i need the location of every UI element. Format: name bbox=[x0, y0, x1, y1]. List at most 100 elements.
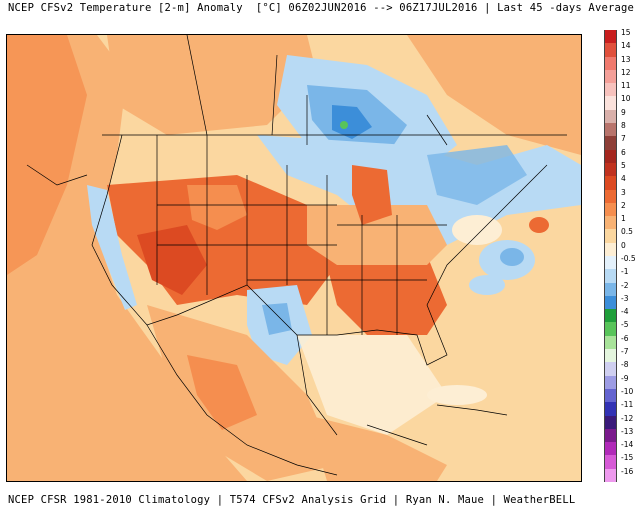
legend-swatch bbox=[604, 216, 617, 230]
legend-label: 12 bbox=[621, 67, 631, 77]
legend-swatch bbox=[604, 295, 617, 310]
legend-item: -0.5 bbox=[604, 254, 638, 270]
north-pacific-warm bbox=[7, 35, 87, 275]
legend-label: 9 bbox=[621, 107, 626, 117]
legend-item: -3 bbox=[604, 294, 638, 310]
quebec-cold bbox=[427, 145, 527, 205]
legend-item: 6 bbox=[604, 147, 638, 163]
legend-swatch bbox=[604, 176, 617, 190]
legend-swatch bbox=[604, 388, 617, 403]
legend-swatch bbox=[604, 189, 617, 203]
legend-label: -6 bbox=[621, 333, 629, 343]
legend-swatch bbox=[604, 56, 617, 70]
legend-item: 1 bbox=[604, 214, 638, 230]
legend-label: 0 bbox=[621, 240, 626, 250]
legend-swatch bbox=[604, 375, 617, 389]
atlantic-cold-2 bbox=[500, 248, 524, 266]
legend-label: -0.5 bbox=[621, 254, 636, 263]
color-scale-legend: 15 14 13 12 11 10 9 8 7 6 5 4 3 2 1 0.5 0 -0.5 -1 -2 -3 -4 -5 -… bbox=[604, 28, 638, 482]
legend-item: 4 bbox=[604, 174, 638, 190]
legend-swatch bbox=[604, 149, 617, 163]
california-coast-cool bbox=[87, 185, 137, 310]
legend-swatch bbox=[604, 83, 617, 97]
legend-swatch bbox=[604, 242, 617, 256]
legend-item: -1 bbox=[604, 267, 638, 283]
legend-label: -12 bbox=[621, 413, 634, 423]
legend-label: -10 bbox=[621, 386, 634, 396]
legend-item: -4 bbox=[604, 307, 638, 323]
legend-label: -14 bbox=[621, 440, 634, 450]
legend-label: 10 bbox=[621, 94, 631, 104]
legend-item: 0.5 bbox=[604, 227, 638, 243]
legend-label: -15 bbox=[621, 453, 634, 463]
legend-label: 14 bbox=[621, 41, 631, 51]
legend-item: -7 bbox=[604, 347, 638, 363]
legend-label: 8 bbox=[621, 121, 626, 131]
northeast-canada-warm bbox=[407, 35, 581, 155]
legend-swatch bbox=[604, 415, 617, 429]
legend-label: 15 bbox=[621, 28, 631, 37]
legend-swatch bbox=[604, 256, 617, 270]
legend-item: 14 bbox=[604, 41, 638, 57]
atlantic-neutral bbox=[452, 215, 502, 245]
legend-item: -11 bbox=[604, 400, 638, 416]
legend-label: -16 bbox=[621, 466, 634, 476]
legend-swatch bbox=[604, 335, 617, 350]
legend-label: 4 bbox=[621, 174, 626, 184]
legend-swatch bbox=[604, 69, 617, 84]
legend-swatch bbox=[604, 442, 617, 456]
anomaly-map bbox=[6, 34, 582, 482]
legend-item: -12 bbox=[604, 413, 638, 429]
texas-cold-spot bbox=[262, 303, 292, 335]
central-america-warm bbox=[307, 415, 447, 481]
atlantic-cold-3 bbox=[469, 275, 505, 295]
legend-item: -13 bbox=[604, 427, 638, 443]
legend-item: 11 bbox=[604, 81, 638, 97]
legend-item: -8 bbox=[604, 360, 638, 376]
legend-item: 7 bbox=[604, 134, 638, 150]
legend-label: -1 bbox=[621, 267, 629, 277]
legend-swatch bbox=[604, 123, 617, 137]
legend-label: -2 bbox=[621, 280, 629, 290]
legend-swatch bbox=[604, 136, 617, 150]
midwest-warm bbox=[307, 205, 447, 265]
legend-swatch bbox=[604, 322, 617, 336]
hudson-coldest bbox=[332, 105, 372, 139]
michigan-hot bbox=[352, 165, 392, 225]
legend-swatch bbox=[604, 362, 617, 376]
legend-item: 3 bbox=[604, 188, 638, 203]
legend-swatch bbox=[604, 349, 617, 363]
green-spot bbox=[340, 121, 348, 129]
legend-item: 8 bbox=[604, 121, 638, 137]
legend-item: 10 bbox=[604, 94, 638, 110]
legend-swatch bbox=[604, 229, 617, 243]
legend-label: -7 bbox=[621, 347, 629, 357]
legend-item: -14 bbox=[604, 440, 638, 456]
legend-label: -11 bbox=[621, 400, 634, 410]
legend-item: -6 bbox=[604, 333, 638, 350]
legend-swatch bbox=[604, 162, 617, 177]
legend-item: -15 bbox=[604, 453, 638, 469]
mexico-hot bbox=[187, 355, 257, 430]
caribbean-cool bbox=[427, 385, 487, 405]
legend-item: 2 bbox=[604, 201, 638, 217]
legend-item: 12 bbox=[604, 67, 638, 84]
southeast-hot bbox=[327, 255, 447, 335]
legend-item: -9 bbox=[604, 374, 638, 389]
map-title: NCEP CFSv2 Temperature [2-m] Anomaly [°C… bbox=[8, 2, 635, 14]
legend-item: -16 bbox=[604, 466, 638, 482]
legend-swatch bbox=[604, 455, 617, 469]
legend-item: 0 bbox=[604, 240, 638, 256]
legend-swatch bbox=[604, 30, 617, 44]
legend-swatch bbox=[604, 428, 617, 443]
legend-swatch bbox=[604, 202, 617, 217]
legend-label: 6 bbox=[621, 147, 626, 157]
legend-label: 13 bbox=[621, 54, 631, 64]
legend-item: -5 bbox=[604, 320, 638, 336]
rockies-warm-patch bbox=[187, 185, 247, 230]
legend-swatch bbox=[604, 96, 617, 110]
legend-label: 5 bbox=[621, 160, 626, 170]
legend-item: -2 bbox=[604, 280, 638, 296]
legend-label: -5 bbox=[621, 320, 629, 330]
gulf-neutral bbox=[297, 335, 447, 435]
